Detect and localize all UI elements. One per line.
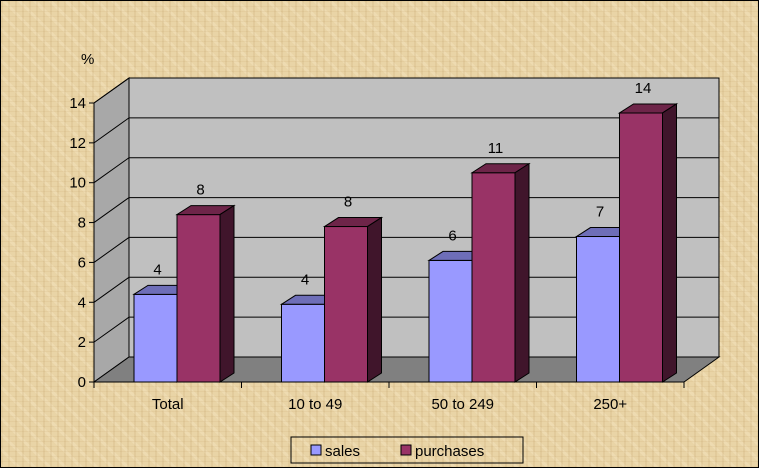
bar-front	[133, 293, 178, 383]
purchases-bar	[617, 103, 679, 383]
gridline	[93, 157, 719, 184]
legend-label-sales: sales	[325, 443, 360, 460]
purchases-bar	[175, 204, 236, 383]
axes: 0 2 4 6 8 10 12 14 Total 10 to 49 50 to 249 250+	[69, 95, 685, 413]
y-tick-label: 14	[69, 95, 86, 112]
legend-box	[290, 436, 524, 464]
y-tick-label: 4	[78, 294, 86, 311]
data-label: 6	[448, 227, 456, 244]
bar-side	[367, 216, 382, 383]
bar-front	[176, 214, 221, 383]
data-label: 4	[153, 261, 161, 278]
data-label: 8	[196, 182, 204, 199]
data-label: 11	[488, 140, 504, 157]
bar-front	[576, 236, 620, 383]
bar-front	[619, 112, 663, 383]
side-wall	[93, 77, 130, 383]
y-tick-label: 2	[78, 334, 86, 351]
legend-label-purchases: purchases	[415, 443, 484, 460]
bar-side	[219, 204, 235, 383]
category-label: Total	[152, 396, 184, 413]
category-label: 250+	[593, 396, 627, 413]
bar-front	[324, 226, 368, 383]
bar-side	[662, 103, 677, 383]
gridline	[93, 117, 719, 144]
bar-front	[428, 259, 473, 383]
y-tick-label: 6	[78, 254, 86, 271]
bar-front	[471, 172, 516, 383]
data-label: 7	[596, 204, 604, 221]
y-axis-label: %	[81, 51, 94, 68]
legend-swatch-sales	[310, 444, 322, 456]
bars	[132, 103, 679, 383]
y-tick-label: 8	[78, 215, 86, 232]
data-label: 14	[635, 80, 652, 97]
legend: sales purchases	[290, 436, 524, 464]
legend-swatch-purchases	[400, 444, 412, 456]
data-label: 8	[344, 194, 352, 211]
bar-side	[514, 162, 530, 383]
purchases-bar	[322, 216, 384, 383]
purchases-bar	[470, 162, 531, 383]
y-tick-label: 12	[69, 135, 86, 152]
labels: 4 8 4 8 6 11 7 14	[153, 80, 651, 288]
category-label: 50 to 249	[431, 396, 494, 413]
category-label: 10 to 49	[288, 396, 342, 413]
y-tick-label: 0	[78, 374, 86, 391]
gridline	[93, 77, 719, 104]
bar-front	[281, 303, 325, 383]
y-tick-label: 10	[69, 175, 86, 192]
data-label: 4	[301, 271, 309, 288]
